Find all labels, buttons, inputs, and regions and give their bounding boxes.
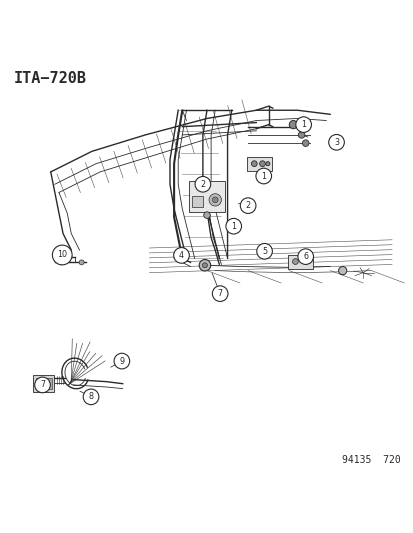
Text: 7: 7 — [40, 381, 45, 390]
Circle shape — [251, 161, 256, 167]
Text: ITA−720B: ITA−720B — [14, 71, 86, 86]
Text: 10: 10 — [57, 251, 67, 260]
Circle shape — [328, 134, 344, 150]
Circle shape — [295, 117, 311, 132]
Circle shape — [298, 132, 304, 138]
Circle shape — [212, 197, 218, 203]
Text: 4: 4 — [178, 251, 183, 260]
Circle shape — [255, 168, 271, 184]
Text: 8: 8 — [88, 392, 93, 401]
Circle shape — [195, 176, 210, 192]
Circle shape — [58, 260, 63, 265]
Circle shape — [114, 353, 129, 369]
Circle shape — [297, 249, 313, 264]
Circle shape — [212, 286, 228, 302]
FancyBboxPatch shape — [33, 375, 54, 392]
Circle shape — [259, 161, 265, 167]
FancyBboxPatch shape — [45, 378, 52, 389]
FancyBboxPatch shape — [189, 181, 224, 212]
Circle shape — [301, 140, 308, 147]
Circle shape — [256, 244, 272, 259]
Text: 2: 2 — [245, 201, 250, 210]
Circle shape — [289, 120, 297, 129]
FancyBboxPatch shape — [192, 196, 203, 207]
Circle shape — [265, 161, 269, 166]
Circle shape — [240, 198, 255, 213]
Text: 2: 2 — [200, 180, 205, 189]
Circle shape — [292, 259, 298, 264]
Circle shape — [209, 193, 221, 206]
Circle shape — [176, 255, 183, 262]
Circle shape — [79, 260, 84, 265]
FancyBboxPatch shape — [288, 255, 312, 269]
Text: 7: 7 — [217, 289, 222, 298]
Circle shape — [83, 389, 99, 405]
Circle shape — [199, 260, 210, 271]
Text: 94135  720: 94135 720 — [341, 455, 399, 465]
Circle shape — [173, 248, 189, 263]
FancyBboxPatch shape — [247, 157, 271, 171]
Circle shape — [35, 377, 50, 393]
Text: 9: 9 — [119, 357, 124, 366]
Circle shape — [338, 266, 346, 274]
Text: 1: 1 — [261, 172, 266, 181]
Circle shape — [225, 219, 241, 234]
Text: 1: 1 — [300, 120, 305, 129]
Circle shape — [202, 263, 207, 268]
Text: 5: 5 — [261, 247, 266, 256]
Circle shape — [52, 245, 72, 265]
FancyBboxPatch shape — [36, 378, 43, 389]
Text: 1: 1 — [231, 222, 236, 231]
Text: 6: 6 — [302, 252, 307, 261]
Circle shape — [203, 212, 210, 219]
Text: 3: 3 — [333, 138, 338, 147]
